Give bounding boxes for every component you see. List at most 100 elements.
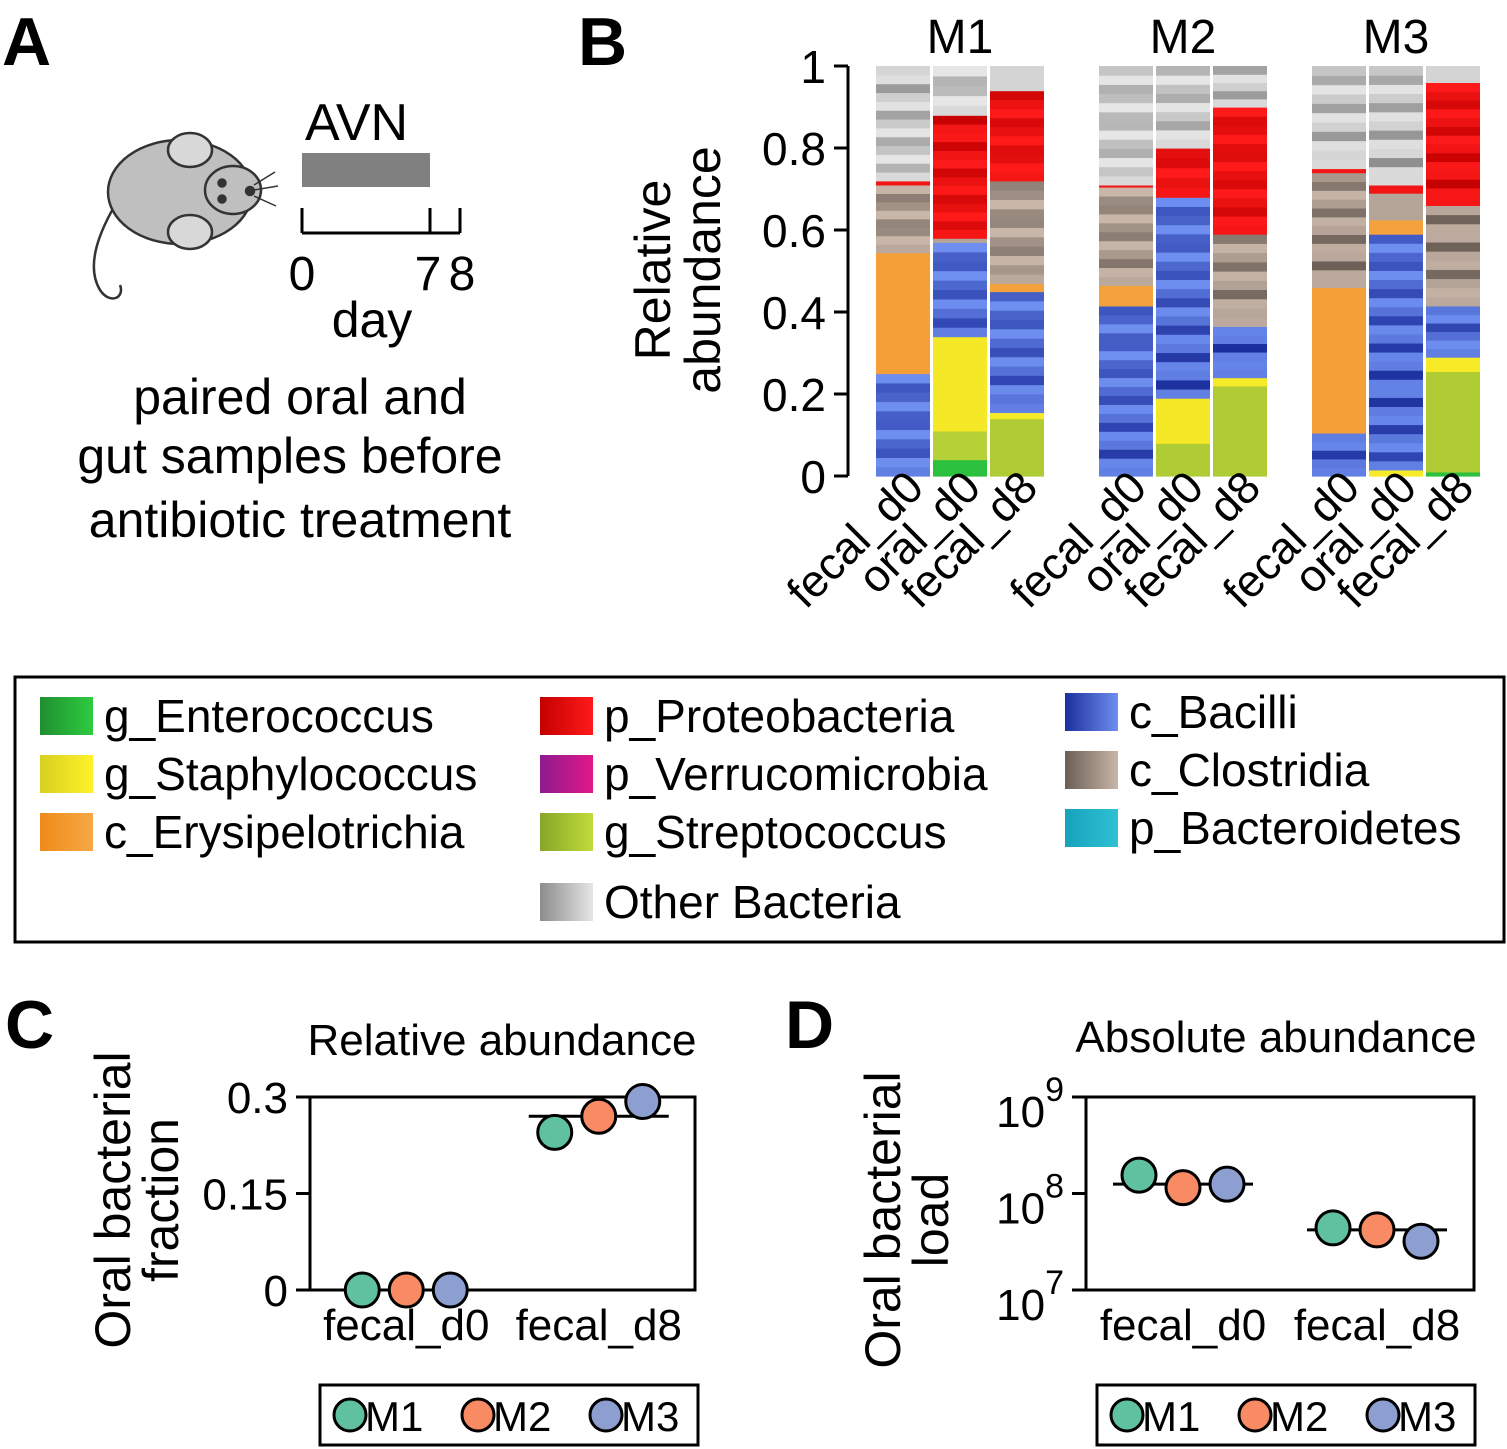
bar-subtaxon-stripe xyxy=(1156,233,1210,244)
bar-subtaxon-stripe xyxy=(933,167,987,178)
bar-subtaxon-stripe xyxy=(1426,82,1480,92)
bar-subtaxon-stripe xyxy=(1426,417,1480,427)
bar-segment-g-streptococcus xyxy=(1213,385,1267,477)
bar-subtaxon-stripe xyxy=(990,456,1044,468)
legend-label: p_Verrucomicrobia xyxy=(604,748,988,800)
panel-d-plot-frame xyxy=(1084,1095,1476,1292)
bar-subtaxon-stripe xyxy=(1213,215,1267,226)
bar-subtaxon-stripe xyxy=(1099,267,1153,278)
bar-subtaxon-stripe xyxy=(1099,186,1153,197)
bar-subtaxon-stripe xyxy=(1312,199,1366,209)
panel-letter-a: A xyxy=(2,4,51,80)
bar-subtaxon-stripe xyxy=(1213,298,1267,309)
bar-subtaxon-stripe xyxy=(1312,314,1366,325)
bar-subtaxon-stripe xyxy=(933,123,987,134)
bar-subtaxon-stripe xyxy=(1156,325,1210,335)
bar-segment-c-clostridia xyxy=(1099,186,1153,286)
legend-item-g-enterococcus: g_Enterococcus xyxy=(40,690,434,742)
bar-subtaxon-stripe xyxy=(1213,252,1267,263)
bar-subtaxon-stripe xyxy=(1369,442,1423,453)
panel-c-x-tick-label: fecal_d8 xyxy=(516,1301,682,1350)
panel-letter-b: B xyxy=(578,4,627,80)
bar-subtaxon-stripe xyxy=(1369,379,1423,389)
bar-subtaxon-stripe xyxy=(1312,234,1366,244)
bar-subtaxon-stripe xyxy=(933,421,987,432)
bar-subtaxon-stripe xyxy=(1426,126,1480,136)
panel-d-y-tick-exponent: 8 xyxy=(1045,1168,1064,1206)
bar-subtaxon-stripe xyxy=(933,450,987,461)
bar-subtaxon-stripe xyxy=(1099,350,1153,361)
bar-segment-c-erysipelotrichia xyxy=(990,283,1044,293)
bar-subtaxon-stripe xyxy=(1156,167,1210,179)
bar-subtaxon-stripe xyxy=(933,238,987,243)
legend-item-c-bacilli: c_Bacilli xyxy=(1065,686,1298,738)
panel-d-y-tick-exponent: 9 xyxy=(1045,1071,1064,1109)
bar-subtaxon-stripe xyxy=(1369,261,1423,271)
bar-subtaxon-stripe xyxy=(933,430,987,442)
bar-subtaxon-stripe xyxy=(933,251,987,262)
bar-subtaxon-stripe xyxy=(933,317,987,328)
bar-segment-c-bacilli xyxy=(1426,305,1480,358)
bar-subtaxon-stripe xyxy=(1213,152,1267,163)
bar-segment-c-bacilli xyxy=(1213,326,1267,379)
bar-segment-other-bacteria xyxy=(1099,66,1153,186)
bar-subtaxon-stripe xyxy=(1156,197,1210,207)
bar-subtaxon-stripe xyxy=(990,246,1044,256)
bar-subtaxon-stripe xyxy=(1156,407,1210,417)
bar-subtaxon-stripe xyxy=(1426,287,1480,298)
legend-label: p_Proteobacteria xyxy=(604,690,955,742)
bar-subtaxon-stripe xyxy=(1369,75,1423,85)
bar-subtaxon-stripe xyxy=(1312,216,1366,227)
bar-subtaxon-stripe xyxy=(1213,307,1267,318)
bar-subtaxon-stripe xyxy=(1312,66,1366,76)
bar-subtaxon-stripe xyxy=(1426,179,1480,189)
bar-subtaxon-stripe xyxy=(1213,334,1267,345)
legend-item-g-streptococcus: g_Streptococcus xyxy=(540,806,947,858)
bar-subtaxon-stripe xyxy=(876,429,930,440)
bar-subtaxon-stripe xyxy=(1369,388,1423,398)
bar-subtaxon-stripe xyxy=(1426,435,1480,446)
bar-subtaxon-stripe xyxy=(1369,243,1423,253)
bar-subtaxon-stripe xyxy=(1369,175,1423,186)
bar-subtaxon-stripe xyxy=(1426,380,1480,391)
bar-subtaxon-stripe xyxy=(876,326,930,337)
bar-segment-c-erysipelotrichia xyxy=(876,252,930,375)
bar-subtaxon-stripe xyxy=(876,382,930,393)
bar-subtaxon-stripe xyxy=(876,299,930,309)
panel-b-group-label-m2: M2 xyxy=(1150,11,1217,64)
bar-subtaxon-stripe xyxy=(990,236,1044,247)
bar-subtaxon-stripe xyxy=(1312,305,1366,316)
bar-subtaxon-stripe xyxy=(990,264,1044,275)
panel-c-point-m1 xyxy=(343,1271,381,1309)
bar-subtaxon-stripe xyxy=(1213,243,1267,254)
panel-d-y-tick-label: 108 xyxy=(996,1168,1064,1234)
bar-subtaxon-stripe xyxy=(990,180,1044,191)
bar-subtaxon-stripe xyxy=(990,393,1044,404)
bar-subtaxon-stripe xyxy=(933,383,987,394)
bar-subtaxon-stripe xyxy=(933,355,987,366)
bar-segment-p-proteobacteria xyxy=(990,90,1044,182)
bar-subtaxon-stripe xyxy=(990,300,1044,311)
legend-swatch xyxy=(540,755,593,793)
bar-subtaxon-stripe xyxy=(1099,276,1153,286)
bar-subtaxon-stripe xyxy=(1369,370,1423,380)
bar-subtaxon-stripe xyxy=(1213,107,1267,117)
bar-subtaxon-stripe xyxy=(933,185,987,195)
bar-subtaxon-stripe xyxy=(1213,188,1267,199)
bar-subtaxon-stripe xyxy=(1099,449,1153,459)
bar-subtaxon-stripe xyxy=(1156,288,1210,299)
legend-item-p-verrucomicrobia: p_Verrucomicrobia xyxy=(540,748,988,800)
bar-subtaxon-stripe xyxy=(1426,99,1480,110)
bar-subtaxon-stripe xyxy=(1369,279,1423,290)
bar-segment-c-erysipelotrichia xyxy=(1312,287,1366,434)
bar-subtaxon-stripe xyxy=(990,227,1044,238)
timeline-tick-8: 8 xyxy=(449,248,476,301)
bar-subtaxon-stripe xyxy=(1213,90,1267,100)
bar-segment-g-enterococcus xyxy=(933,459,987,477)
panel-c-legend-label: M1 xyxy=(365,1393,423,1440)
bar-subtaxon-stripe xyxy=(1426,251,1480,261)
bar-segment-c-bacilli xyxy=(1369,234,1423,471)
panel-c-point-m3 xyxy=(431,1271,469,1309)
panel-b-y-axis: 0 0.2 0.4 0.6 0.8 1 xyxy=(762,41,850,503)
